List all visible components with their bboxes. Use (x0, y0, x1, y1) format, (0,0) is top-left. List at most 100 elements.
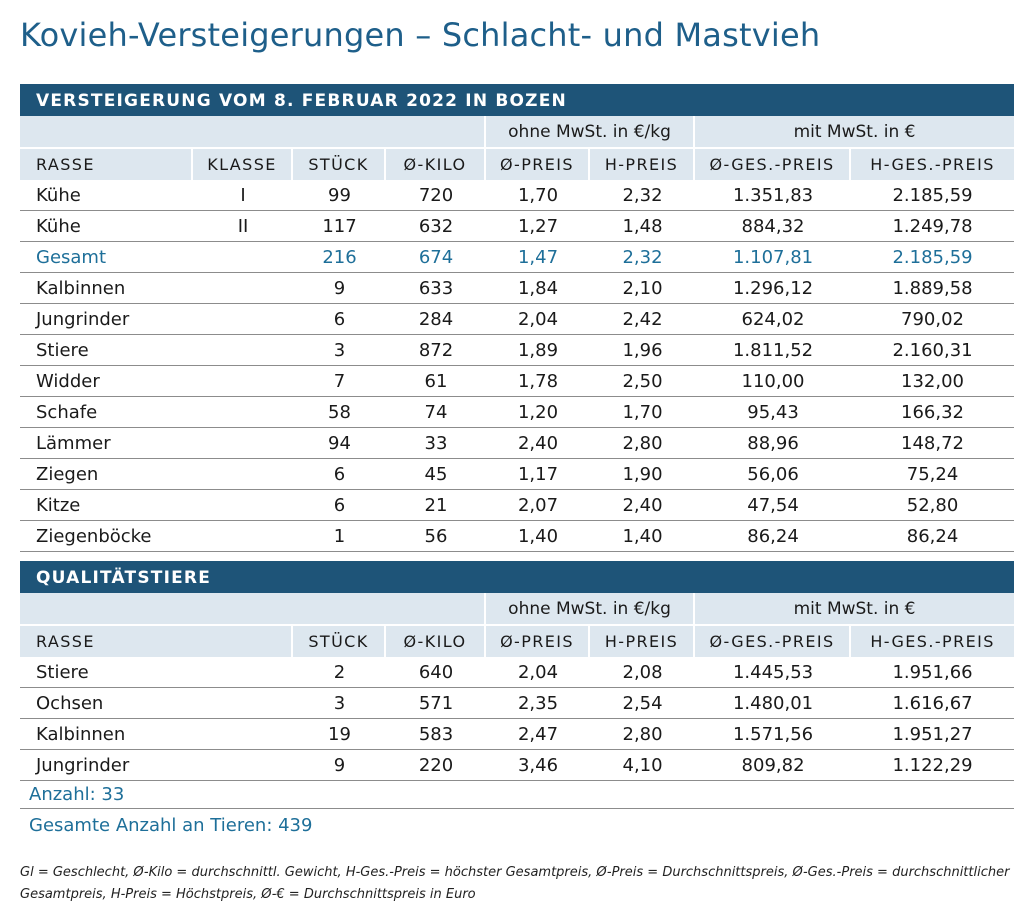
table-cell: 99 (293, 180, 386, 211)
table-cell: 583 (386, 719, 487, 750)
table-cell: 1,84 (486, 273, 590, 304)
table-cell (193, 397, 293, 428)
table-cell: 720 (386, 180, 486, 211)
table-row: Ziegenböcke 1 56 1,40 1,40 86,24 86,24 (20, 521, 1015, 552)
table-cell: 61 (386, 366, 486, 397)
table-cell: 633 (386, 273, 486, 304)
auction-table: ohne MwSt. in €/kg mit MwSt. in € Rasse … (20, 116, 1015, 552)
table-cell: 284 (386, 304, 486, 335)
table-row: Jungrinder 6 284 2,04 2,42 624,02 790,02 (20, 304, 1015, 335)
quality-group-header-row: ohne MwSt. in €/kg mit MwSt. in € (20, 593, 1015, 624)
quality-group-brutto: mit MwSt. in € (695, 593, 1015, 624)
table-cell: 2,42 (590, 304, 696, 335)
quality-table: ohne MwSt. in €/kg mit MwSt. in € Rasse … (20, 593, 1015, 781)
footnote-line-1: Gl = Geschlecht, Ø-Kilo = durchschnittl.… (20, 865, 1010, 880)
table-cell: 9 (293, 273, 386, 304)
table-cell: 1,70 (486, 180, 590, 211)
table-row: Schafe 58 74 1,20 1,70 95,43 166,32 (20, 397, 1015, 428)
table-cell: 3,46 (486, 750, 591, 781)
table-cell (193, 273, 293, 304)
table-cell: 117 (293, 211, 386, 242)
table-cell: 2,32 (590, 180, 696, 211)
table-cell: 1.571,56 (695, 719, 852, 750)
table-cell (193, 459, 293, 490)
table-cell: Ziegenböcke (20, 521, 193, 552)
table-cell: 21 (386, 490, 486, 521)
table-total-row: Gesamt 216 674 1,47 2,32 1.107,81 2.185,59 (20, 242, 1015, 273)
table-cell: 3 (293, 688, 386, 719)
table-cell: 1.122,29 (851, 750, 1015, 781)
table-cell: 1.811,52 (695, 335, 852, 366)
table-cell: 56 (386, 521, 486, 552)
table-cell: 47,54 (695, 490, 852, 521)
column-header-h-preis: H-Preis (590, 624, 696, 657)
table-cell: Kitze (20, 490, 193, 521)
table-row: Ziegen 6 45 1,17 1,90 56,06 75,24 (20, 459, 1015, 490)
table-cell: 220 (386, 750, 487, 781)
table-cell: 2.185,59 (851, 242, 1015, 273)
table-cell: 2,04 (486, 304, 590, 335)
table-cell: 790,02 (851, 304, 1015, 335)
table-cell (193, 366, 293, 397)
table-cell: 1,17 (486, 459, 590, 490)
table-cell: 33 (386, 428, 486, 459)
table-cell: 1,70 (590, 397, 696, 428)
column-header-kilo: Ø-Kilo (386, 147, 486, 180)
table-cell: 2.160,31 (851, 335, 1015, 366)
column-header-stueck: Stück (293, 147, 386, 180)
column-header-h-ges-preis: H-Ges.-Preis (851, 624, 1015, 657)
column-header-klasse: Klasse (193, 147, 293, 180)
quality-count: Anzahl: 33 (20, 779, 1014, 809)
table-cell: 1 (293, 521, 386, 552)
table-cell: 1.249,78 (851, 211, 1015, 242)
table-cell: 4,10 (590, 750, 696, 781)
table-row: Kühe II 117 632 1,27 1,48 884,32 1.249,78 (20, 211, 1015, 242)
table-cell: 1,78 (486, 366, 590, 397)
table-cell: 7 (293, 366, 386, 397)
table-cell: 6 (293, 490, 386, 521)
auction-group-empty (20, 116, 486, 147)
table-cell: Kühe (20, 211, 193, 242)
table-cell: Stiere (20, 335, 193, 366)
table-cell: 6 (293, 304, 386, 335)
column-header-rasse: Rasse (20, 624, 293, 657)
table-cell: 2,10 (590, 273, 696, 304)
column-header-kilo: Ø-Kilo (386, 624, 487, 657)
table-cell: 56,06 (695, 459, 852, 490)
table-cell: 872 (386, 335, 486, 366)
table-cell: 45 (386, 459, 486, 490)
table-row: Jungrinder 9 220 3,46 4,10 809,82 1.122,29 (20, 750, 1015, 781)
table-cell: 1.951,27 (851, 719, 1015, 750)
table-row: Lämmer 94 33 2,40 2,80 88,96 148,72 (20, 428, 1015, 459)
table-cell: 624,02 (695, 304, 852, 335)
quality-section-title: Qualitätstiere (20, 561, 1014, 593)
table-cell: 52,80 (851, 490, 1015, 521)
table-cell: 3 (293, 335, 386, 366)
table-cell: 86,24 (851, 521, 1015, 552)
auction-group-header-row: ohne MwSt. in €/kg mit MwSt. in € (20, 116, 1015, 147)
table-cell: I (193, 180, 293, 211)
auction-column-header-row: Rasse Klasse Stück Ø-Kilo Ø-Preis H-Prei… (20, 147, 1015, 180)
table-cell: 95,43 (695, 397, 852, 428)
table-cell: Jungrinder (20, 304, 193, 335)
table-cell: 132,00 (851, 366, 1015, 397)
table-cell: 632 (386, 211, 486, 242)
table-cell: 2 (293, 657, 386, 688)
table-cell (193, 335, 293, 366)
table-row: Ochsen 3 571 2,35 2,54 1.480,01 1.616,67 (20, 688, 1015, 719)
table-cell: 1,90 (590, 459, 696, 490)
table-cell: Widder (20, 366, 193, 397)
table-cell: 1.951,66 (851, 657, 1015, 688)
table-cell: 86,24 (695, 521, 852, 552)
table-cell: 884,32 (695, 211, 852, 242)
table-cell: 2,04 (486, 657, 591, 688)
table-row: Stiere 2 640 2,04 2,08 1.445,53 1.951,66 (20, 657, 1015, 688)
table-cell: 9 (293, 750, 386, 781)
table-cell: 2,35 (486, 688, 591, 719)
quality-group-netto: ohne MwSt. in €/kg (486, 593, 696, 624)
column-header-h-ges-preis: H-Ges.-Preis (851, 147, 1015, 180)
table-row: Kitze 6 21 2,07 2,40 47,54 52,80 (20, 490, 1015, 521)
column-header-preis: Ø-Preis (486, 624, 591, 657)
table-cell: 2,80 (590, 428, 696, 459)
table-cell: 2,32 (590, 242, 696, 273)
